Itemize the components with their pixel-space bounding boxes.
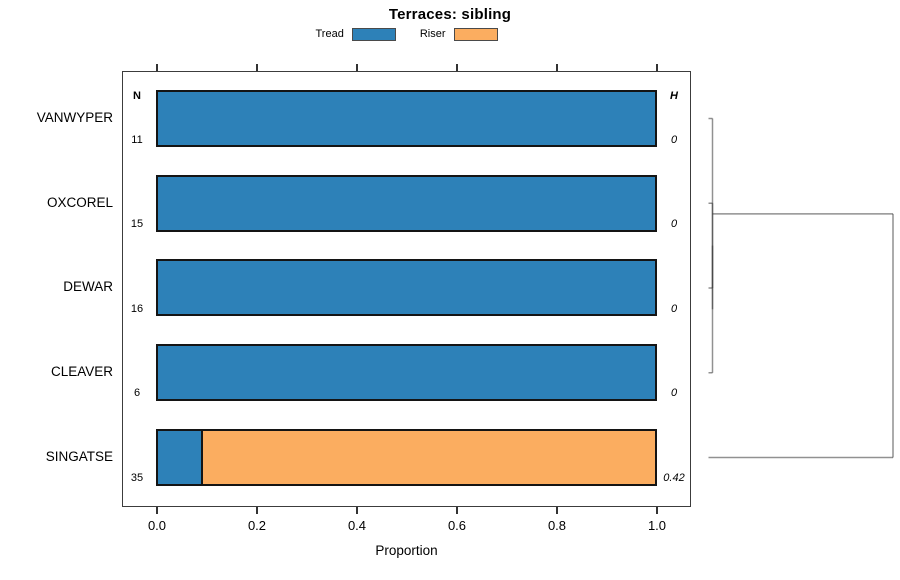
n-value: 11 — [131, 134, 143, 146]
bar-row — [156, 429, 657, 486]
axis-tick — [356, 507, 358, 514]
bar-row — [156, 344, 657, 401]
legend: Tread Riser — [122, 25, 691, 43]
axis-tick — [656, 507, 658, 514]
bar-segment-tread — [158, 177, 655, 230]
x-tick-label: 0.6 — [447, 518, 467, 533]
n-value: 16 — [130, 303, 144, 315]
x-tick-label: 0.0 — [147, 518, 167, 533]
x-tick-label: 0.4 — [347, 518, 367, 533]
bar-segment-tread — [158, 431, 201, 484]
legend-label-riser: Riser — [419, 28, 446, 40]
axis-tick — [356, 64, 358, 71]
h-value: 0 — [670, 303, 678, 315]
bar-segment-riser — [200, 431, 655, 484]
axis-tick — [556, 64, 558, 71]
n-value: 6 — [133, 387, 141, 399]
bar-segment-tread — [158, 261, 655, 314]
category-label: DEWAR — [63, 279, 113, 294]
h-value: 0 — [670, 134, 678, 146]
legend-item-riser: Riser — [419, 27, 498, 41]
category-label: CLEAVER — [50, 364, 113, 379]
h-column-header: H — [670, 90, 678, 102]
legend-item-tread: Tread — [315, 27, 396, 41]
axis-tick — [556, 507, 558, 514]
n-value: 15 — [130, 218, 144, 230]
axis-tick — [456, 64, 458, 71]
x-axis-label: Proportion — [375, 543, 438, 558]
plot-area — [122, 71, 691, 507]
bar-row — [156, 175, 657, 232]
axis-tick — [156, 507, 158, 514]
bar-row — [156, 259, 657, 316]
chart-title: Terraces: sibling — [388, 6, 512, 23]
axis-tick — [456, 507, 458, 514]
category-label: OXCOREL — [46, 195, 113, 210]
bar-segment-tread — [158, 92, 655, 145]
x-tick-label: 0.8 — [547, 518, 567, 533]
h-value: 0.42 — [663, 472, 685, 484]
h-value: 0 — [670, 218, 678, 230]
axis-tick — [256, 507, 258, 514]
x-tick-label: 0.2 — [247, 518, 267, 533]
bar-row — [156, 90, 657, 147]
legend-swatch-riser — [453, 27, 498, 41]
h-value: 0 — [670, 387, 678, 399]
axis-tick — [156, 64, 158, 71]
bar-segment-tread — [158, 346, 655, 399]
category-label: SINGATSE — [45, 449, 113, 464]
n-value: 35 — [130, 472, 144, 484]
category-label: VANWYPER — [36, 110, 113, 125]
axis-tick — [656, 64, 658, 71]
axis-tick — [256, 64, 258, 71]
legend-swatch-tread — [351, 27, 396, 41]
x-tick-label: 1.0 — [647, 518, 667, 533]
legend-label-tread: Tread — [315, 28, 344, 40]
n-column-header: N — [133, 90, 141, 102]
